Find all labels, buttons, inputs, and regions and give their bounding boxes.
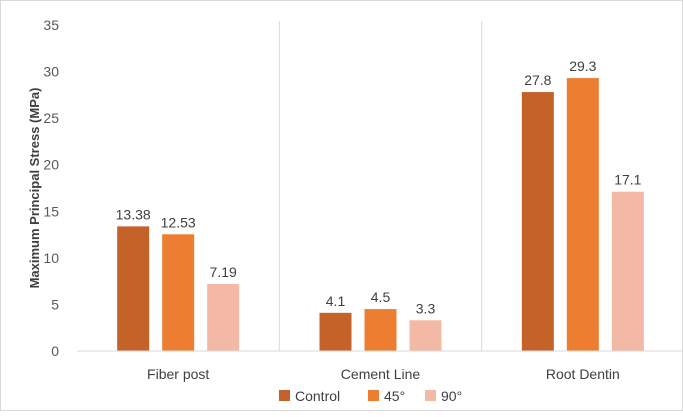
legend: Control 45° 90° bbox=[279, 388, 462, 404]
bar bbox=[364, 309, 397, 351]
y-tick-label: 10 bbox=[43, 250, 59, 266]
bar bbox=[521, 92, 554, 351]
y-tick-label: 0 bbox=[51, 343, 59, 359]
y-tick-label: 20 bbox=[43, 157, 59, 173]
grid-layer bbox=[278, 21, 483, 351]
bars-layer bbox=[117, 78, 644, 351]
y-tick-label: 35 bbox=[43, 17, 59, 33]
legend-swatch bbox=[368, 390, 379, 401]
bar bbox=[162, 234, 195, 351]
bar bbox=[319, 312, 352, 351]
data-label: 3.3 bbox=[416, 300, 436, 316]
x-category-label: Fiber post bbox=[147, 366, 209, 382]
y-tick-label: 30 bbox=[43, 64, 59, 80]
data-label: 4.1 bbox=[326, 293, 346, 309]
x-category-label: Root Dentin bbox=[546, 366, 620, 382]
legend-label: 45° bbox=[384, 388, 405, 404]
bar bbox=[611, 191, 644, 351]
data-label: 13.38 bbox=[116, 206, 151, 222]
axis-layer: 0 5 10 15 20 25 30 35 Fiber post Cement Line Root … bbox=[43, 17, 683, 382]
legend-label: Control bbox=[295, 388, 340, 404]
labels-layer: 13.38 12.53 7.19 4.1 4.5 3.3 27.8 29.3 17.1 bbox=[116, 58, 642, 316]
data-label: 12.53 bbox=[161, 214, 196, 230]
bar bbox=[409, 320, 442, 351]
legend-swatch bbox=[425, 390, 436, 401]
y-axis-title: Maximum Principal Stress (MPa) bbox=[27, 88, 42, 289]
x-category-label: Cement Line bbox=[341, 366, 421, 382]
data-label: 29.3 bbox=[569, 58, 596, 74]
legend-label: 90° bbox=[441, 388, 462, 404]
bar bbox=[207, 284, 240, 351]
legend-swatch bbox=[279, 390, 290, 401]
bar bbox=[566, 78, 599, 351]
y-tick-label: 25 bbox=[43, 110, 59, 126]
bar bbox=[117, 226, 150, 351]
data-label: 4.5 bbox=[371, 289, 391, 305]
y-tick-label: 15 bbox=[43, 203, 59, 219]
data-label: 27.8 bbox=[524, 72, 551, 88]
y-tick-label: 5 bbox=[51, 296, 59, 312]
data-label: 17.1 bbox=[614, 172, 641, 188]
data-label: 7.19 bbox=[210, 264, 237, 280]
